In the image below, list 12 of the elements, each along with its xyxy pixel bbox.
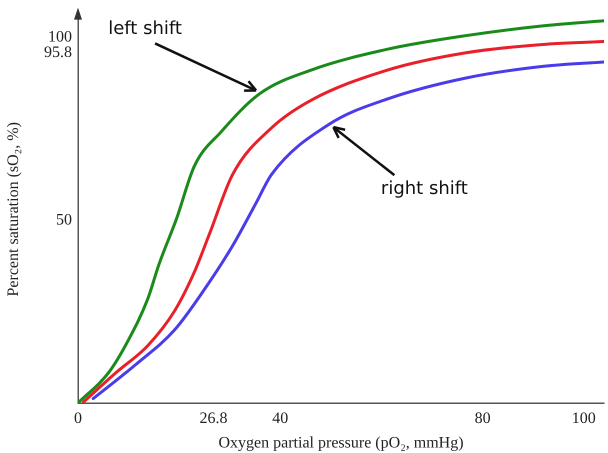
x-tick-label: 40	[272, 410, 288, 427]
y-tick-label: 50	[56, 211, 72, 228]
x-tick-label: 80	[474, 410, 491, 427]
x-axis-title: Oxygen partial pressure (pO₂, mmHg)	[218, 434, 464, 452]
x-tick-label: 0	[74, 410, 82, 427]
y-tick-label: 95.8	[44, 44, 72, 62]
annotation: right shift	[380, 178, 468, 199]
x-tick-label: 100	[572, 410, 596, 427]
annotation: left shift	[108, 18, 182, 40]
y-tick-label: 100	[48, 28, 72, 46]
x-tick-label: 26.8	[200, 410, 228, 427]
y-axis-title: Percent saturation (sO₂, %)	[4, 122, 22, 297]
